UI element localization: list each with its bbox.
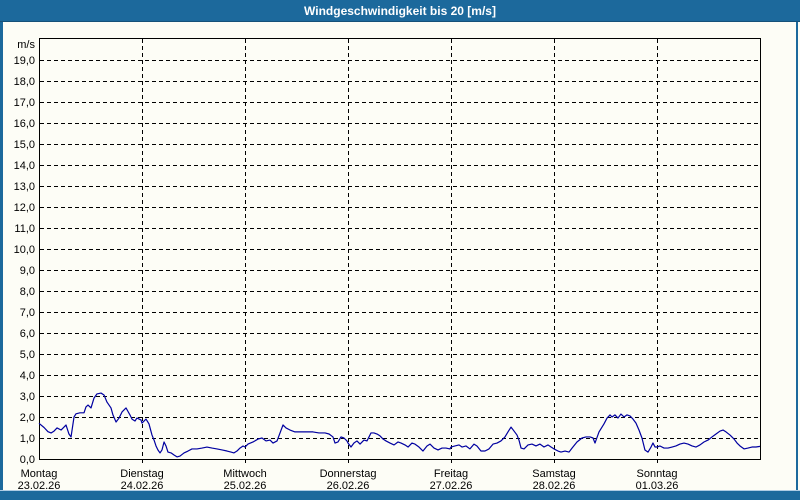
- x-date-label: 23.02.26: [18, 480, 61, 492]
- x-date-label: 27.02.26: [430, 480, 473, 492]
- x-day-label: Mittwoch: [223, 468, 266, 480]
- y-tick-label: 15,0: [14, 139, 35, 151]
- plot-border: [39, 38, 761, 460]
- y-tick-label: 16,0: [14, 118, 35, 130]
- gridlines: [40, 39, 759, 458]
- y-tick-label: 4,0: [20, 370, 35, 382]
- y-tick-label: 1,0: [20, 433, 35, 445]
- y-tick-label: 19,0: [14, 55, 35, 67]
- y-tick-label: 10,0: [14, 244, 35, 256]
- title-bar: Windgeschwindigkeit bis 20 [m/s]: [0, 0, 800, 22]
- window-title: Windgeschwindigkeit bis 20 [m/s]: [304, 4, 496, 18]
- x-date-label: 25.02.26: [224, 480, 267, 492]
- x-day-label: Donnerstag: [320, 468, 377, 480]
- x-date-label: 28.02.26: [533, 480, 576, 492]
- x-day-label: Freitag: [434, 468, 468, 480]
- y-tick-label: 18,0: [14, 76, 35, 88]
- y-tick-label: 17,0: [14, 97, 35, 109]
- y-tick-label: 7,0: [20, 307, 35, 319]
- y-tick-label: 12,0: [14, 202, 35, 214]
- x-day-label: Sonntag: [637, 468, 678, 480]
- data-series: [38, 392, 761, 458]
- x-day-label: Samstag: [532, 468, 575, 480]
- left-frame-border: [0, 22, 3, 490]
- y-axis-unit-label: m/s: [17, 39, 35, 51]
- x-day-label: Dienstag: [120, 468, 163, 480]
- y-tick-label: 11,0: [14, 223, 35, 235]
- y-tick-label: 8,0: [20, 286, 35, 298]
- bottom-frame-bar: [0, 490, 800, 500]
- y-tick-label: 3,0: [20, 391, 35, 403]
- x-date-label: 01.03.26: [636, 480, 679, 492]
- y-tick-label: 5,0: [20, 349, 35, 361]
- x-date-label: 26.02.26: [327, 480, 370, 492]
- y-tick-label: 9,0: [20, 265, 35, 277]
- wind-speed-line: [38, 392, 761, 458]
- right-frame-border: [796, 22, 798, 490]
- x-day-label: Montag: [21, 468, 58, 480]
- y-tick-label: 0,0: [20, 454, 35, 466]
- x-date-label: 24.02.26: [121, 480, 164, 492]
- y-tick-label: 2,0: [20, 412, 35, 424]
- y-tick-label: 13,0: [14, 181, 35, 193]
- y-tick-label: 6,0: [20, 328, 35, 340]
- axis-labels: 19,0 18,0 17,0 16,0 15,0 14,0 13,0 12,0 11,0 10,0…: [14, 39, 679, 492]
- axes: [39, 38, 761, 463]
- y-tick-label: 14,0: [14, 160, 35, 172]
